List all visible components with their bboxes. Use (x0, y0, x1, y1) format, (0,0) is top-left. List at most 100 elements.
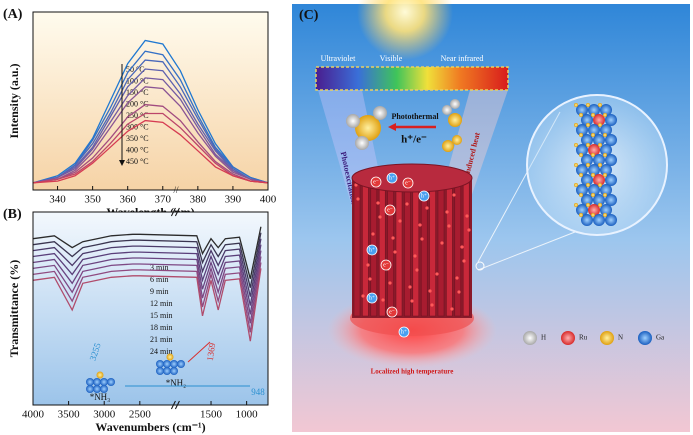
atom (603, 133, 607, 137)
particle (457, 290, 461, 294)
atom (603, 193, 607, 197)
particle (413, 254, 417, 258)
particle (388, 281, 392, 285)
particle (356, 197, 360, 201)
particle (381, 298, 385, 302)
y-axis-label: Transmittance (%) (7, 260, 21, 357)
rod (353, 175, 361, 317)
atom (591, 153, 595, 157)
legend-label: N (618, 334, 623, 342)
base-label: Localized high temperature (371, 368, 454, 376)
series-line (32, 250, 262, 315)
atom (605, 214, 617, 226)
atom (177, 360, 185, 368)
particle (467, 228, 471, 232)
atom (93, 385, 101, 393)
particle (465, 214, 469, 218)
atom (593, 114, 605, 126)
atom (603, 113, 607, 117)
atom (603, 173, 607, 177)
atom (593, 214, 605, 226)
atom (576, 184, 588, 196)
atom (603, 213, 607, 217)
spectrum-label: Ultraviolet (321, 54, 356, 63)
series-line (32, 119, 269, 184)
atom (156, 360, 164, 368)
rod (454, 175, 462, 317)
x-axis-label: Wavenumbers (cm⁻¹) (95, 420, 205, 434)
axis-break (174, 400, 180, 410)
atom (581, 194, 593, 206)
x-tick-label: 1000 (236, 409, 259, 421)
atom (163, 360, 171, 368)
atom (576, 164, 588, 176)
series-line (32, 226, 262, 279)
series-line (32, 103, 269, 184)
axis-break (170, 207, 176, 217)
panel-label: (C) (299, 8, 319, 23)
x-tick-label: 360 (119, 194, 136, 206)
atom (576, 204, 588, 216)
atom (86, 378, 94, 386)
x-tick-label: 4000 (22, 409, 45, 421)
series-label: 250 °C (126, 111, 149, 120)
atom (586, 183, 590, 187)
atom (574, 203, 578, 207)
carrier-label: h⁺/e⁻ (401, 134, 427, 146)
series-label: 6 min (150, 275, 168, 284)
atom (588, 204, 600, 216)
legend-label: Ga (656, 334, 665, 342)
atom (593, 174, 605, 186)
particle (391, 236, 395, 240)
rod (378, 175, 386, 317)
particle (361, 294, 365, 298)
atom (448, 113, 462, 127)
carrier-label: e⁻ (383, 262, 389, 268)
carrier-label: e⁻ (373, 179, 379, 185)
particle (430, 303, 434, 307)
nanorod-array: e⁻ h⁺ e⁻ h⁺ e⁻ h⁺ e⁻ h⁺ e⁻ h⁺ (351, 163, 473, 338)
atom (450, 99, 460, 109)
atom (598, 143, 602, 147)
atom (579, 213, 583, 217)
atom (93, 378, 101, 386)
atom (574, 143, 578, 147)
rod (395, 181, 403, 317)
atom (163, 367, 171, 375)
atom (581, 114, 593, 126)
particle (440, 241, 444, 245)
series-line (32, 59, 269, 184)
x-tick-label: 370 (155, 194, 172, 206)
legend-label: H (541, 334, 546, 342)
atom (598, 183, 602, 187)
zoom-origin (475, 261, 485, 271)
atom (574, 103, 578, 107)
particle (415, 268, 419, 272)
series-label: 200 °C (126, 99, 149, 108)
atom (346, 114, 360, 128)
series-label: 9 min (150, 287, 168, 296)
carrier (366, 244, 378, 256)
series-line (32, 86, 269, 184)
annotation: *NH₂ (166, 378, 187, 388)
atom (591, 213, 595, 217)
series-line (32, 268, 262, 342)
atom (591, 173, 595, 177)
carrier (370, 176, 382, 188)
crystal (574, 103, 617, 226)
atom (581, 174, 593, 186)
series-label: 3 min (150, 263, 168, 272)
carrier (366, 292, 378, 304)
legend-swatch (638, 331, 652, 345)
atom (170, 367, 178, 375)
atom (598, 163, 602, 167)
legend-swatch (600, 331, 614, 345)
panel-label: (B) (3, 207, 22, 222)
atom (579, 193, 583, 197)
x-tick-label: 350 (84, 194, 101, 206)
axis-break: // (173, 185, 179, 195)
panel-label: (A) (3, 7, 23, 22)
atom (593, 134, 605, 146)
atom (579, 173, 583, 177)
atom (579, 133, 583, 137)
